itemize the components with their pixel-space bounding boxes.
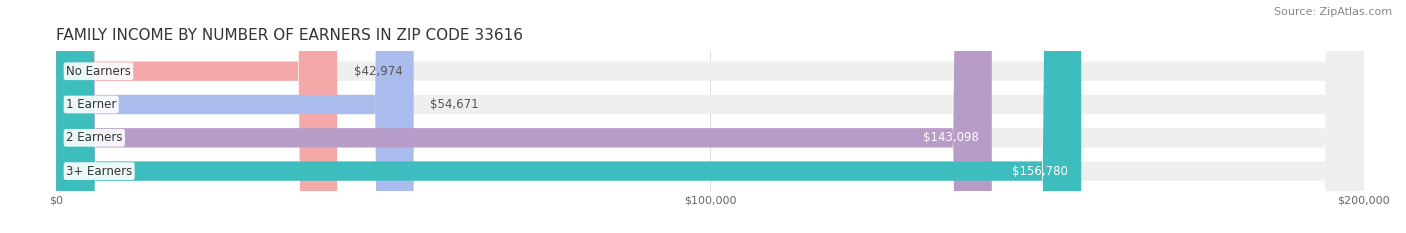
FancyBboxPatch shape <box>56 0 1364 233</box>
Text: $42,974: $42,974 <box>353 65 402 78</box>
Text: 1 Earner: 1 Earner <box>66 98 117 111</box>
Text: FAMILY INCOME BY NUMBER OF EARNERS IN ZIP CODE 33616: FAMILY INCOME BY NUMBER OF EARNERS IN ZI… <box>56 28 523 43</box>
Text: $143,098: $143,098 <box>922 131 979 144</box>
FancyBboxPatch shape <box>56 0 337 233</box>
Text: Source: ZipAtlas.com: Source: ZipAtlas.com <box>1274 7 1392 17</box>
FancyBboxPatch shape <box>56 0 1364 233</box>
Text: No Earners: No Earners <box>66 65 131 78</box>
Text: 3+ Earners: 3+ Earners <box>66 164 132 178</box>
Text: $156,780: $156,780 <box>1012 164 1069 178</box>
Text: $54,671: $54,671 <box>430 98 478 111</box>
FancyBboxPatch shape <box>56 0 991 233</box>
FancyBboxPatch shape <box>56 0 1364 233</box>
FancyBboxPatch shape <box>56 0 1081 233</box>
FancyBboxPatch shape <box>56 0 1364 233</box>
FancyBboxPatch shape <box>56 0 413 233</box>
Text: 2 Earners: 2 Earners <box>66 131 122 144</box>
